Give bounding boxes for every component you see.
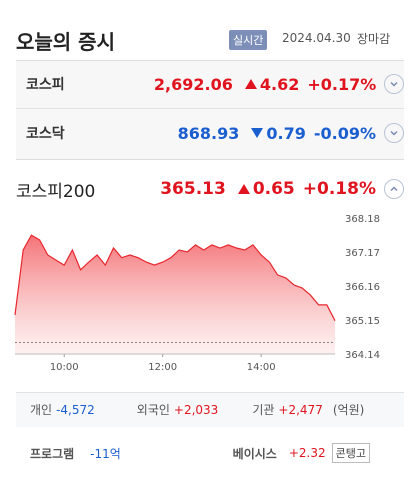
index-change: 0.79	[266, 123, 306, 143]
investor-value: -4,572	[56, 402, 95, 417]
y-tick-label: 366.16	[345, 282, 380, 293]
investor-box	[16, 392, 404, 427]
index-percent: -0.09%	[313, 123, 376, 143]
index-value: 365.13	[160, 179, 226, 199]
investor-label: 개인	[30, 403, 53, 417]
program-label: 프로그램	[30, 446, 75, 461]
up-icon	[244, 79, 257, 89]
index-percent: +0.17%	[307, 74, 377, 94]
index-row[interactable]: 코스닥 868.93 0.79 -0.09%	[16, 121, 404, 145]
x-tick-label: 12:00	[148, 362, 177, 373]
date: 2024.04.30	[282, 31, 351, 45]
y-tick-label: 367.17	[345, 248, 380, 259]
area	[15, 235, 335, 354]
y-tick-label: 368.18	[345, 214, 380, 225]
index-percent: +0.18%	[302, 179, 376, 199]
line	[14, 234, 336, 321]
down-icon	[251, 128, 264, 138]
title: 오늘의 증시	[16, 30, 115, 54]
unit: (억원)	[332, 403, 365, 417]
collapse-button[interactable]	[384, 179, 404, 199]
live-badge: 실시간	[229, 30, 268, 50]
index-row[interactable]: 코스피 2,692.06 4.62 +0.17%	[16, 72, 404, 96]
investor-row: 개인 -4,572 외국인 +2,033 기관 +2,477 (억원)	[30, 401, 400, 418]
x-tick-label: 14:00	[247, 362, 276, 373]
index-box	[16, 60, 404, 160]
expand-button[interactable]	[384, 123, 404, 143]
status: 장마감	[357, 32, 391, 46]
index-change: 0.65	[252, 179, 295, 199]
index-name: 코스피	[26, 77, 65, 93]
basis-state: 콘탱고	[331, 443, 370, 463]
y-tick-label: 364.14	[345, 350, 380, 361]
investor-label: 외국인	[136, 403, 170, 417]
basis-value: +2.32	[288, 446, 326, 460]
index-value: 868.93	[177, 123, 240, 143]
index-row[interactable]: 코스피200 365.13 0.65 +0.18%	[16, 176, 404, 202]
up-icon	[237, 184, 250, 194]
program-value: -11억	[90, 446, 121, 461]
index-change: 4.62	[259, 74, 300, 94]
y-tick-label: 365.15	[345, 316, 380, 327]
investor-value: +2,477	[278, 402, 323, 417]
investor-value: +2,033	[173, 402, 219, 417]
investor-label: 기관	[252, 403, 275, 417]
x-tick-label: 10:00	[50, 362, 79, 373]
index-value: 2,692.06	[153, 74, 233, 94]
expand-button[interactable]	[384, 74, 404, 94]
index-name: 코스닥	[26, 126, 65, 142]
chart: 364.14 365.15 366.16 367.17 368.18 10:00 12:00…	[14, 214, 380, 373]
divider	[16, 108, 404, 109]
basis-label: 베이시스	[232, 446, 277, 461]
index-name: 코스피200	[16, 181, 96, 202]
program-row: 프로그램 -11억 베이시스 +2.32 콘탱고	[30, 443, 370, 463]
